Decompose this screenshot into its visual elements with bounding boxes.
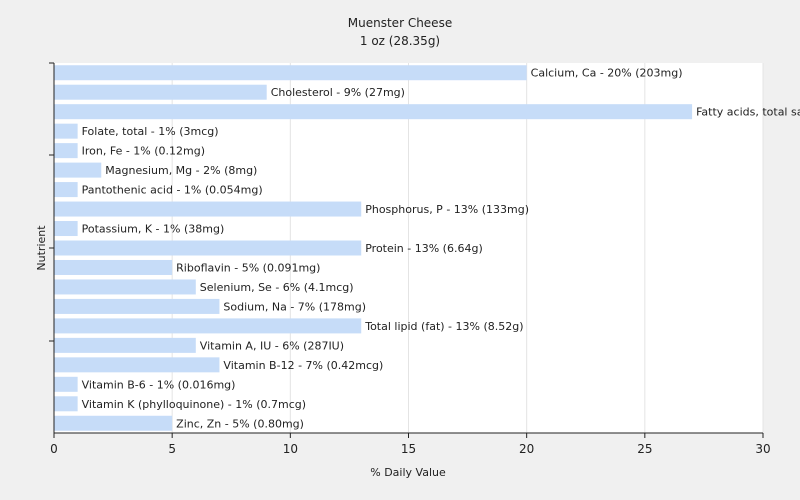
bar-label: Iron, Fe - 1% (0.12mg) <box>82 145 205 158</box>
bar <box>54 240 362 256</box>
bar-label: Protein - 13% (6.64g) <box>365 242 483 255</box>
bar-label: Phosphorus, P - 13% (133mg) <box>365 203 529 216</box>
bar-label: Calcium, Ca - 20% (203mg) <box>531 67 683 80</box>
bar-label: Cholesterol - 9% (27mg) <box>271 86 405 99</box>
bar-label: Zinc, Zn - 5% (0.80mg) <box>176 417 304 430</box>
bar <box>54 84 267 100</box>
bar-label: Sodium, Na - 7% (178mg) <box>223 300 366 313</box>
bar <box>54 162 102 178</box>
x-tick-label: 15 <box>401 442 416 456</box>
x-tick-labels: 0 5 10 15 20 25 30 <box>50 442 770 456</box>
x-tick-label: 20 <box>519 442 534 456</box>
x-tick-label: 0 <box>50 442 58 456</box>
x-tick-label: 10 <box>283 442 298 456</box>
bar <box>54 318 362 334</box>
bar <box>54 337 196 353</box>
bar <box>54 396 78 412</box>
axes-group <box>49 62 764 438</box>
bar-label: Selenium, Se - 6% (4.1mcg) <box>200 281 354 294</box>
bar <box>54 221 78 237</box>
bar <box>54 259 173 275</box>
bar <box>54 182 78 198</box>
bar-label: Riboflavin - 5% (0.091mg) <box>176 261 320 274</box>
bar-label: Fatty acids, total saturated - 27% (5.41… <box>696 106 800 119</box>
chart-subtitle: 1 oz (28.35g) <box>360 34 440 48</box>
bar-label: Vitamin A, IU - 6% (287IU) <box>200 339 344 352</box>
bar-label: Folate, total - 1% (3mcg) <box>82 125 219 138</box>
x-tick-label: 25 <box>637 442 652 456</box>
bar <box>54 65 527 81</box>
bars-group <box>54 65 693 431</box>
bar <box>54 357 220 373</box>
x-tick-label: 30 <box>755 442 770 456</box>
bar-label: Total lipid (fat) - 13% (8.52g) <box>364 320 523 333</box>
bar <box>54 279 196 295</box>
bar-label: Potassium, K - 1% (38mg) <box>82 223 225 236</box>
bar <box>54 143 78 159</box>
bar <box>54 123 78 139</box>
bar <box>54 298 220 314</box>
y-axis-label: Nutrient <box>35 225 48 271</box>
bar-label: Vitamin B-12 - 7% (0.42mcg) <box>223 359 383 372</box>
x-axis-label: % Daily Value <box>370 466 446 479</box>
bar <box>54 415 173 431</box>
bar <box>54 201 362 217</box>
bar <box>54 104 693 120</box>
bar <box>54 376 78 392</box>
bar-label: Magnesium, Mg - 2% (8mg) <box>105 164 257 177</box>
bar-label: Vitamin B-6 - 1% (0.016mg) <box>82 378 236 391</box>
bar-label: Vitamin K (phylloquinone) - 1% (0.7mcg) <box>82 398 306 411</box>
bar-labels-group: Calcium, Ca - 20% (203mg) Cholesterol - 9… <box>82 67 800 431</box>
bar-label: Pantothenic acid - 1% (0.054mg) <box>82 184 263 197</box>
chart-title: Muenster Cheese <box>348 16 452 30</box>
x-tick-label: 5 <box>168 442 176 456</box>
